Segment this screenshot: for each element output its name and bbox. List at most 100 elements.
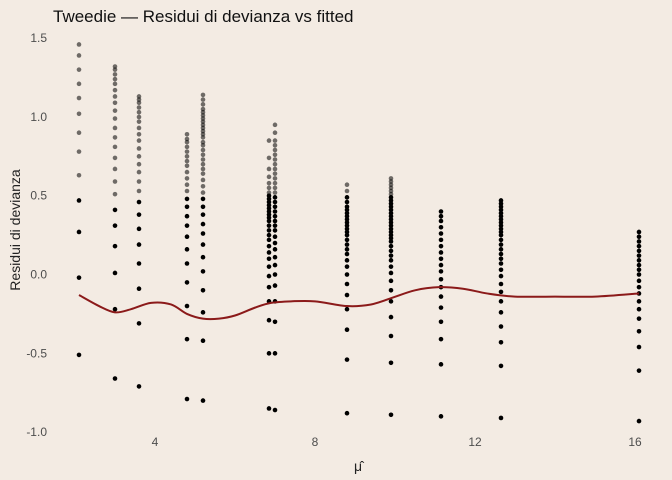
data-point — [636, 284, 642, 290]
data-point — [344, 281, 350, 287]
data-point — [76, 352, 82, 358]
data-point — [636, 253, 642, 258]
data-point — [344, 242, 350, 247]
data-point — [112, 243, 118, 249]
data-point — [136, 384, 142, 389]
data-point — [498, 198, 504, 203]
data-point — [266, 284, 272, 290]
data-point — [388, 182, 394, 188]
data-point — [184, 234, 190, 240]
y-tick-label: 1.5 — [30, 31, 47, 45]
data-point — [498, 201, 504, 206]
data-point — [266, 264, 272, 269]
data-point — [388, 223, 394, 228]
data-point — [200, 161, 206, 167]
data-point — [266, 256, 272, 262]
data-point — [266, 232, 272, 238]
data-point — [136, 119, 142, 124]
data-point — [200, 128, 206, 134]
data-point — [112, 135, 118, 140]
data-point — [636, 368, 642, 373]
data-point — [388, 278, 394, 284]
data-point — [76, 275, 82, 280]
data-point — [344, 357, 350, 362]
data-point — [636, 239, 642, 244]
data-point — [136, 261, 142, 266]
data-point — [200, 131, 206, 137]
data-point — [136, 199, 142, 205]
x-tick-label: 4 — [152, 435, 159, 449]
data-point — [388, 253, 394, 258]
data-point — [112, 179, 118, 184]
y-tick-label: -1.0 — [26, 425, 47, 439]
x-axis-ticks: 4 8 12 16 — [152, 435, 642, 449]
data-point — [344, 292, 350, 298]
data-point — [636, 248, 642, 254]
data-point — [636, 278, 642, 284]
data-point — [636, 272, 642, 277]
data-point — [344, 264, 350, 269]
data-point — [388, 258, 394, 263]
data-point — [498, 339, 504, 345]
data-point — [266, 209, 272, 214]
data-point — [438, 237, 444, 243]
data-point — [266, 202, 272, 208]
data-point — [136, 242, 142, 247]
data-point — [266, 223, 272, 228]
data-point — [200, 106, 206, 112]
data-point — [498, 261, 504, 266]
data-point — [184, 247, 190, 252]
data-point — [498, 273, 504, 279]
x-axis-label: μ̂ — [354, 458, 365, 474]
data-point — [136, 114, 142, 120]
data-point — [388, 270, 394, 276]
data-points — [76, 42, 642, 424]
data-point — [388, 287, 394, 293]
data-point — [498, 363, 504, 369]
data-point — [112, 207, 118, 213]
data-point — [200, 102, 206, 107]
data-point — [438, 362, 444, 367]
data-point — [112, 100, 118, 106]
data-point — [200, 116, 206, 121]
data-point — [200, 166, 206, 172]
data-point — [438, 294, 444, 299]
data-point — [344, 217, 350, 222]
data-point — [184, 139, 190, 145]
data-point — [266, 228, 272, 233]
data-point — [136, 161, 142, 167]
y-tick-label: 0.0 — [30, 268, 47, 282]
data-point — [136, 321, 142, 326]
data-point — [200, 125, 206, 131]
data-point — [112, 76, 118, 82]
data-point — [388, 188, 394, 194]
data-point — [200, 143, 206, 148]
data-point — [438, 269, 444, 274]
data-point — [184, 261, 190, 266]
data-point — [184, 154, 190, 159]
data-point — [388, 235, 394, 241]
data-point — [76, 149, 82, 154]
data-point — [112, 87, 118, 93]
data-point — [438, 250, 444, 255]
data-point — [438, 336, 444, 342]
data-point — [112, 376, 118, 381]
data-point — [498, 213, 504, 219]
data-point — [636, 328, 642, 334]
data-point — [112, 94, 118, 99]
data-point — [498, 207, 504, 213]
data-point — [184, 169, 190, 175]
data-point — [112, 116, 118, 121]
data-point — [136, 169, 142, 175]
data-point — [184, 336, 190, 342]
data-point — [200, 171, 206, 176]
x-tick-label: 16 — [628, 435, 642, 449]
data-point — [272, 180, 278, 186]
data-point — [184, 303, 190, 309]
data-point — [388, 204, 394, 210]
data-point — [636, 344, 642, 350]
data-point — [498, 204, 504, 210]
data-point — [184, 176, 190, 181]
data-point — [272, 185, 278, 191]
data-point — [266, 155, 272, 161]
